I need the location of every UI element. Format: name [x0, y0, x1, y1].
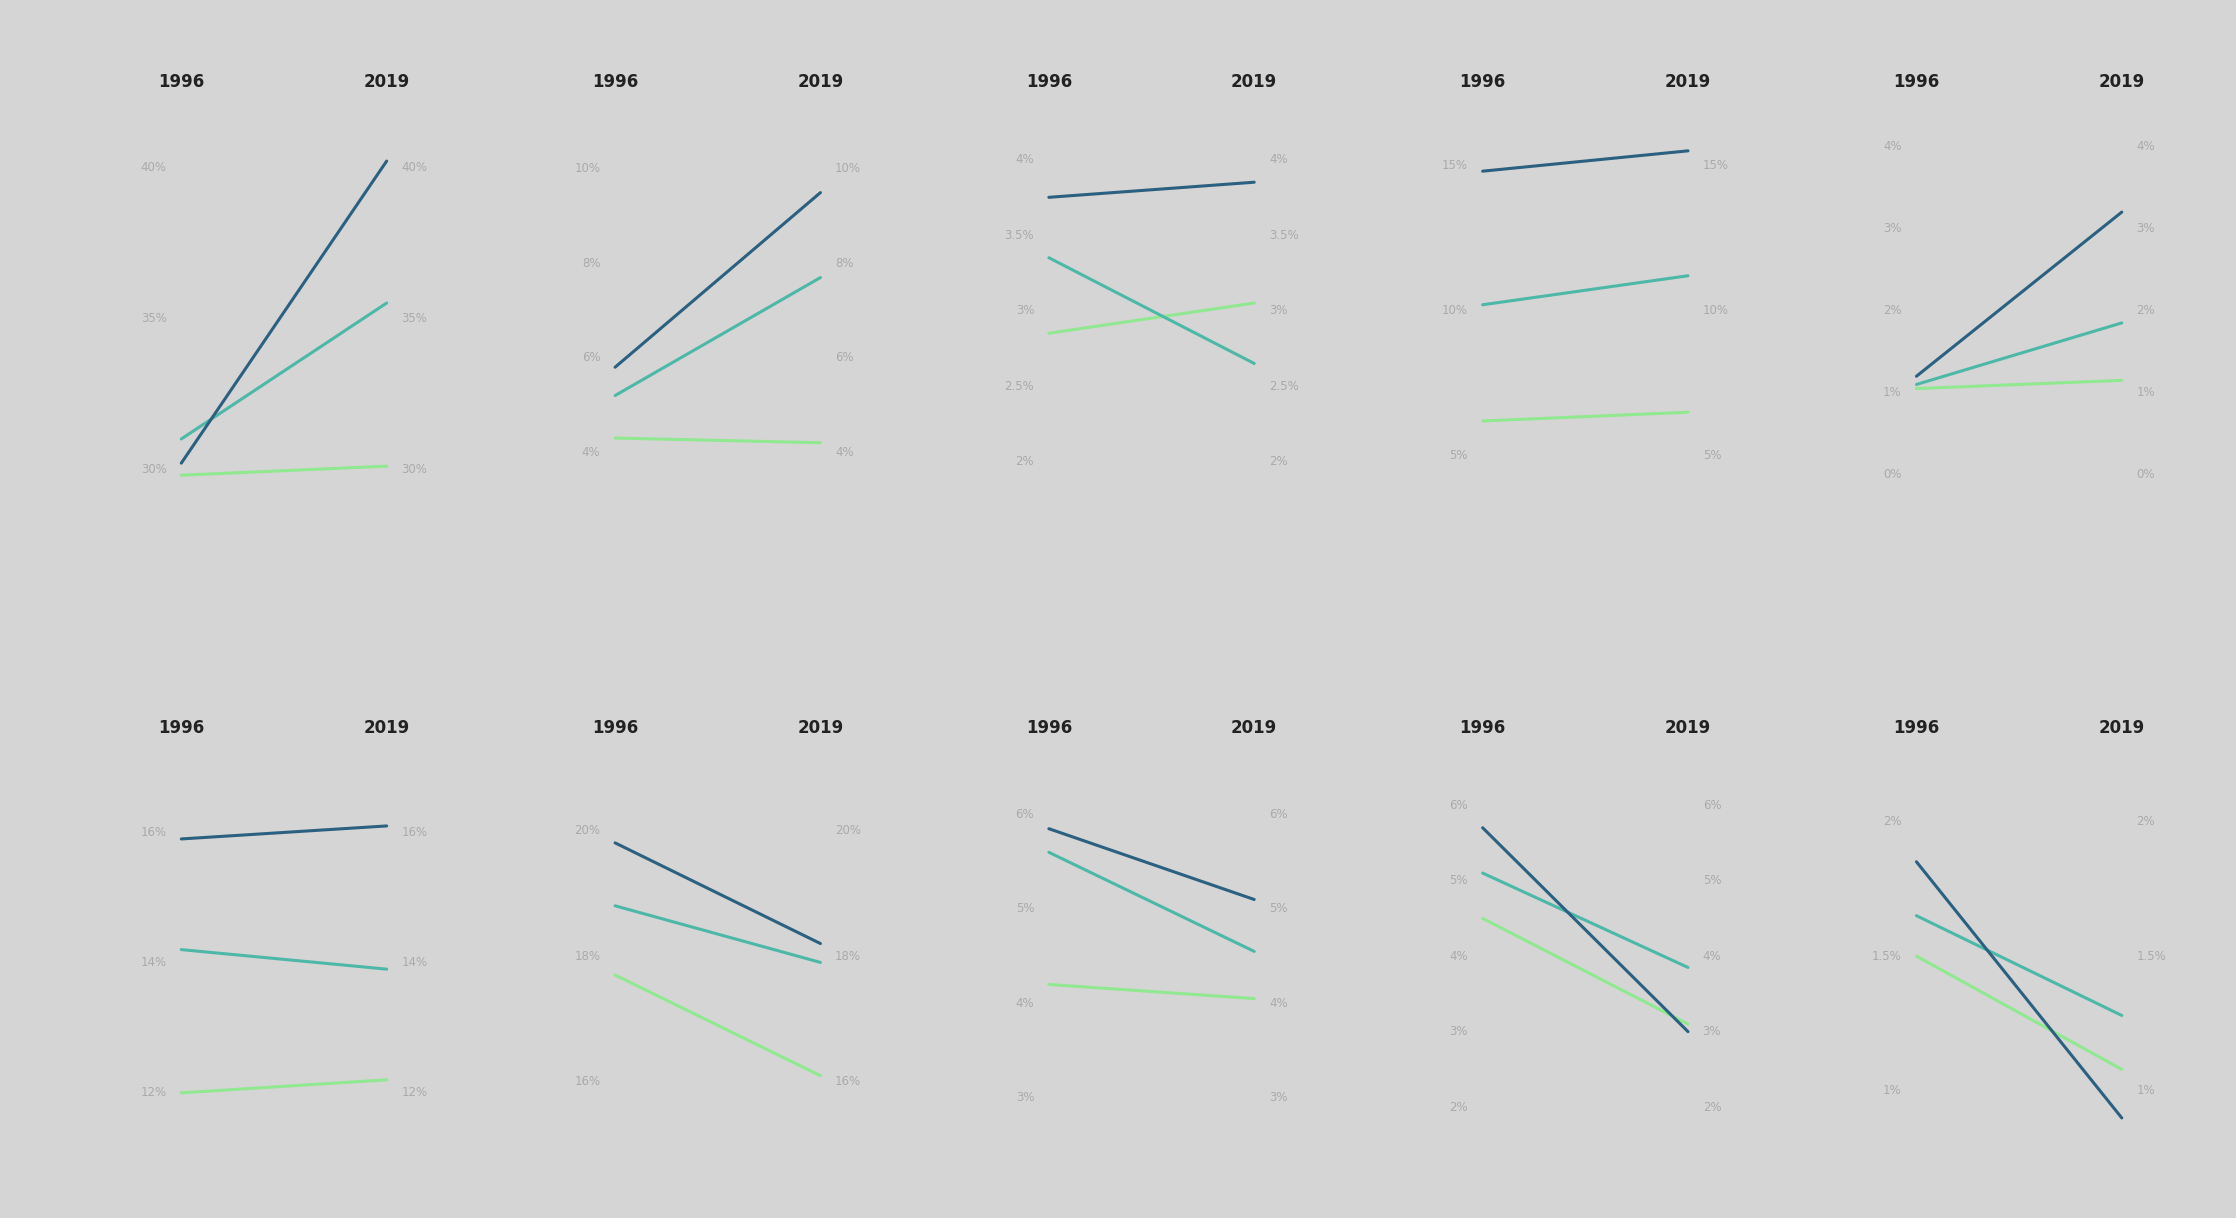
Text: 4%: 4% — [2135, 140, 2156, 153]
Text: 1996: 1996 — [1460, 719, 1505, 737]
Text: 30%: 30% — [141, 463, 168, 476]
Text: 4%: 4% — [1268, 996, 1288, 1010]
Text: 16%: 16% — [575, 1075, 601, 1089]
Text: 2019: 2019 — [1232, 719, 1277, 737]
Text: 1996: 1996 — [1894, 719, 1939, 737]
Text: 2019: 2019 — [798, 719, 843, 737]
Text: 2%: 2% — [1883, 304, 1903, 317]
Text: 2019: 2019 — [364, 719, 409, 737]
Text: 1996: 1996 — [1026, 719, 1071, 737]
Text: 3.5%: 3.5% — [1268, 229, 1299, 241]
Text: 6%: 6% — [1449, 799, 1469, 811]
Text: 4%: 4% — [1015, 153, 1035, 166]
Text: 4%: 4% — [1268, 153, 1288, 166]
Text: 2%: 2% — [2135, 815, 2156, 828]
Text: 3%: 3% — [2135, 222, 2156, 235]
Text: 1996: 1996 — [159, 73, 203, 91]
Text: 1996: 1996 — [593, 719, 637, 737]
Text: 4%: 4% — [1702, 950, 1722, 962]
Text: 0%: 0% — [2135, 468, 2156, 481]
Text: 10%: 10% — [575, 162, 601, 175]
Text: 1996: 1996 — [593, 73, 637, 91]
Text: 16%: 16% — [141, 826, 168, 839]
Text: 2019: 2019 — [1232, 73, 1277, 91]
Text: 35%: 35% — [400, 312, 427, 325]
Text: 4%: 4% — [1015, 996, 1035, 1010]
Text: 1.5%: 1.5% — [1872, 950, 1903, 962]
Text: 2019: 2019 — [364, 73, 409, 91]
Text: 3%: 3% — [1883, 222, 1903, 235]
Text: 20%: 20% — [575, 823, 601, 837]
Text: 2%: 2% — [1702, 1101, 1722, 1113]
Text: 12%: 12% — [400, 1086, 427, 1100]
Text: 10%: 10% — [834, 162, 861, 175]
Text: 8%: 8% — [581, 257, 601, 270]
Text: 18%: 18% — [575, 950, 601, 962]
Text: 1996: 1996 — [1894, 73, 1939, 91]
Text: 2%: 2% — [1268, 456, 1288, 468]
Text: 1996: 1996 — [159, 719, 203, 737]
Text: 8%: 8% — [834, 257, 854, 270]
Text: 6%: 6% — [1268, 808, 1288, 821]
Text: 15%: 15% — [1702, 158, 1728, 172]
Text: 1996: 1996 — [1026, 73, 1071, 91]
Text: 3.5%: 3.5% — [1004, 229, 1035, 241]
Text: 3%: 3% — [1702, 1026, 1722, 1038]
Text: 2%: 2% — [2135, 304, 2156, 317]
Text: 3%: 3% — [1268, 304, 1288, 317]
Text: 18%: 18% — [834, 950, 861, 962]
Text: 5%: 5% — [1449, 449, 1469, 463]
Text: 5%: 5% — [1702, 875, 1722, 887]
Text: 3%: 3% — [1449, 1026, 1469, 1038]
Text: 2019: 2019 — [798, 73, 843, 91]
Text: 20%: 20% — [834, 823, 861, 837]
Text: 12%: 12% — [141, 1086, 168, 1100]
Text: 14%: 14% — [141, 956, 168, 970]
Text: 6%: 6% — [1702, 799, 1722, 811]
Text: 16%: 16% — [400, 826, 427, 839]
Text: 5%: 5% — [1268, 903, 1288, 916]
Text: 3%: 3% — [1268, 1091, 1288, 1105]
Text: 5%: 5% — [1702, 449, 1722, 463]
Text: 6%: 6% — [834, 351, 854, 364]
Text: 5%: 5% — [1449, 875, 1469, 887]
Text: 5%: 5% — [1015, 903, 1035, 916]
Text: 30%: 30% — [400, 463, 427, 476]
Text: 1%: 1% — [2135, 1084, 2156, 1097]
Text: 2%: 2% — [1449, 1101, 1469, 1113]
Text: 4%: 4% — [834, 446, 854, 459]
Text: 2019: 2019 — [1666, 719, 1711, 737]
Text: 1%: 1% — [2135, 386, 2156, 400]
Text: 2019: 2019 — [2100, 719, 2144, 737]
Text: 1.5%: 1.5% — [2135, 950, 2167, 962]
Text: 4%: 4% — [1449, 950, 1469, 962]
Text: 0%: 0% — [1883, 468, 1903, 481]
Text: 2019: 2019 — [1666, 73, 1711, 91]
Text: 6%: 6% — [1015, 808, 1035, 821]
Text: 2%: 2% — [1883, 815, 1903, 828]
Text: 1996: 1996 — [1460, 73, 1505, 91]
Text: 35%: 35% — [141, 312, 168, 325]
Text: 1%: 1% — [1883, 1084, 1903, 1097]
Text: 2%: 2% — [1015, 456, 1035, 468]
Text: 2.5%: 2.5% — [1268, 380, 1299, 392]
Text: 1%: 1% — [1883, 386, 1903, 400]
Text: 40%: 40% — [400, 161, 427, 174]
Text: 10%: 10% — [1702, 304, 1728, 317]
Text: 6%: 6% — [581, 351, 601, 364]
Text: 15%: 15% — [1442, 158, 1469, 172]
Text: 10%: 10% — [1442, 304, 1469, 317]
Text: 16%: 16% — [834, 1075, 861, 1089]
Text: 4%: 4% — [1883, 140, 1903, 153]
Text: 2019: 2019 — [2100, 73, 2144, 91]
Text: 2.5%: 2.5% — [1004, 380, 1035, 392]
Text: 3%: 3% — [1015, 304, 1035, 317]
Text: 40%: 40% — [141, 161, 168, 174]
Text: 14%: 14% — [400, 956, 427, 970]
Text: 3%: 3% — [1015, 1091, 1035, 1105]
Text: 4%: 4% — [581, 446, 601, 459]
